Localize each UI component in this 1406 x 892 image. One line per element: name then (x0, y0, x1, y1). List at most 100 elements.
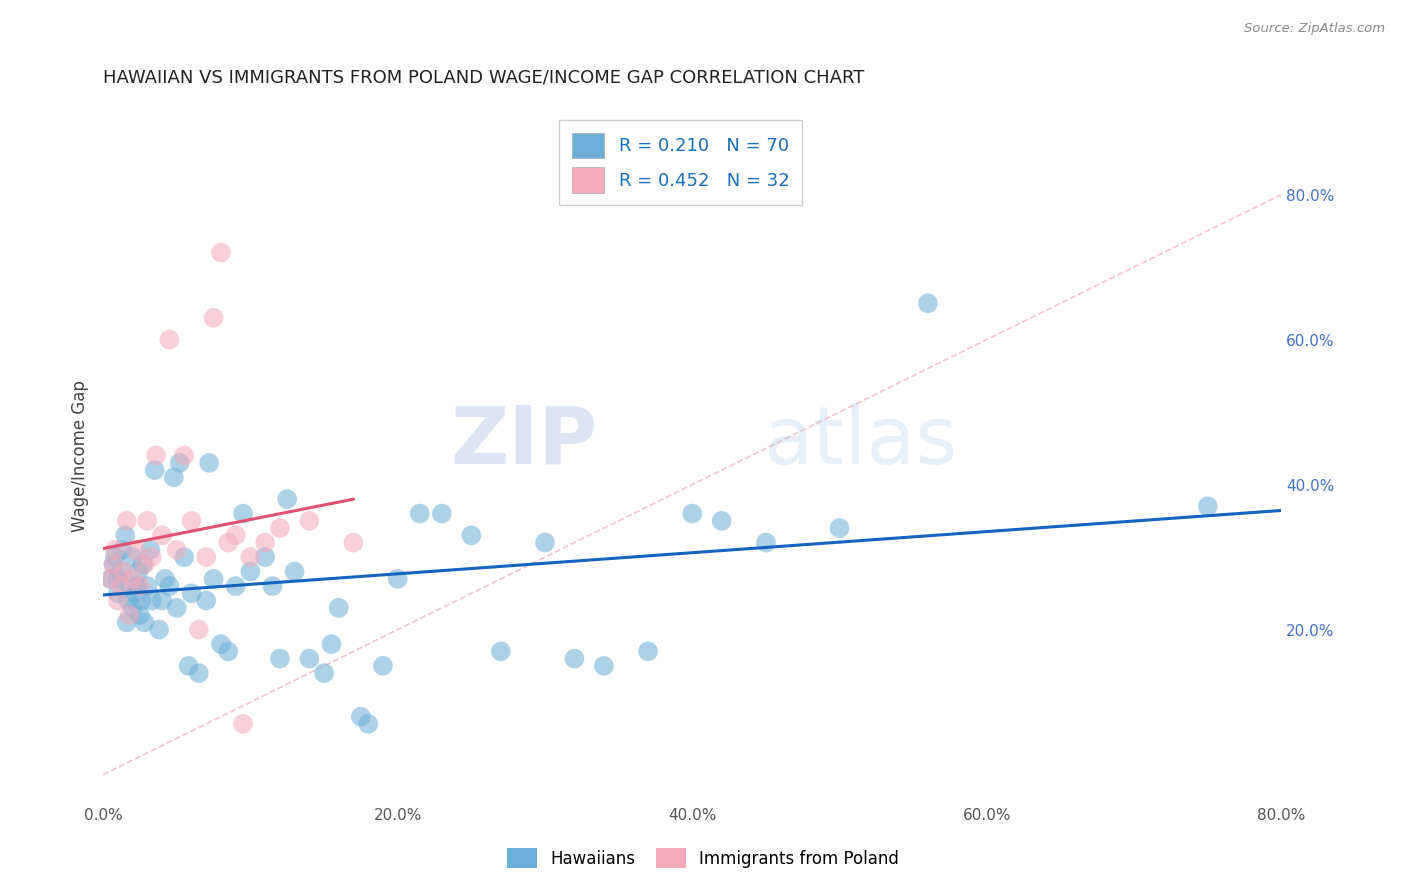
Point (350, 709, 373, 723)
Point (110, 565, 132, 579)
Point (217, 535, 239, 549)
Point (169, 456, 191, 470)
Point (312, 666, 335, 681)
Point (276, 492, 298, 507)
Point (269, 521, 291, 535)
Point (195, 593, 218, 607)
Text: HAWAIIAN VS IMMIGRANTS FROM POLAND WAGE/INCOME GAP CORRELATION CHART: HAWAIIAN VS IMMIGRANTS FROM POLAND WAGE/… (103, 69, 865, 87)
Point (489, 644, 512, 658)
Point (100, 572, 122, 586)
Point (143, 463, 166, 477)
Point (755, 535, 778, 549)
Point (125, 579, 148, 593)
Point (232, 716, 254, 731)
Point (460, 528, 482, 542)
Point (150, 528, 173, 542)
Point (124, 542, 146, 557)
Point (917, 296, 939, 310)
Point (1197, 500, 1219, 514)
Text: Source: ZipAtlas.com: Source: ZipAtlas.com (1244, 22, 1385, 36)
Point (117, 593, 139, 607)
Point (136, 514, 159, 528)
Point (209, 637, 232, 651)
Text: atlas: atlas (763, 402, 957, 481)
Point (118, 579, 141, 593)
Point (107, 586, 129, 600)
Point (409, 507, 432, 521)
Point (710, 514, 733, 528)
Point (371, 658, 394, 673)
Point (166, 600, 188, 615)
Point (342, 535, 364, 549)
Point (114, 528, 136, 542)
Point (239, 550, 262, 565)
Point (209, 245, 232, 260)
Point (269, 651, 291, 665)
Point (177, 658, 200, 673)
Point (104, 550, 127, 565)
Point (217, 644, 239, 658)
Point (148, 623, 170, 637)
Y-axis label: Wage/Income Gap: Wage/Income Gap (72, 380, 89, 532)
Point (121, 572, 143, 586)
Point (136, 579, 159, 593)
Point (134, 615, 156, 630)
Point (112, 565, 135, 579)
Point (387, 572, 409, 586)
Point (107, 593, 129, 607)
Point (187, 666, 209, 681)
Point (180, 514, 202, 528)
Point (593, 658, 616, 673)
Point (124, 586, 146, 600)
Point (225, 579, 247, 593)
Point (284, 565, 307, 579)
Point (103, 558, 125, 572)
Point (134, 558, 156, 572)
Point (145, 449, 167, 463)
Point (239, 565, 262, 579)
Point (232, 507, 254, 521)
Point (115, 514, 138, 528)
Point (129, 608, 152, 623)
Point (166, 542, 188, 557)
Point (254, 550, 277, 565)
Point (163, 470, 186, 484)
Point (681, 507, 703, 521)
Point (132, 558, 155, 572)
Point (195, 550, 218, 565)
Point (180, 586, 202, 600)
Point (534, 535, 557, 549)
Point (100, 572, 122, 586)
Point (127, 565, 149, 579)
Point (111, 542, 134, 557)
Point (110, 579, 132, 593)
Point (202, 310, 225, 325)
Point (103, 558, 125, 572)
Point (321, 637, 343, 651)
Point (262, 579, 284, 593)
Point (150, 593, 173, 607)
Point (153, 572, 176, 586)
Point (254, 535, 277, 549)
Legend: R = 0.210   N = 70, R = 0.452   N = 32: R = 0.210 N = 70, R = 0.452 N = 32 (560, 120, 801, 205)
Point (328, 600, 350, 615)
Point (187, 623, 209, 637)
Point (107, 572, 129, 586)
Point (564, 651, 586, 665)
Point (173, 449, 195, 463)
Point (141, 550, 163, 565)
Point (198, 456, 221, 470)
Point (121, 550, 143, 565)
Text: ZIP: ZIP (451, 402, 598, 481)
Point (202, 572, 225, 586)
Point (121, 600, 143, 615)
Point (828, 521, 851, 535)
Point (104, 542, 127, 557)
Point (298, 651, 321, 665)
Point (430, 507, 453, 521)
Point (129, 579, 152, 593)
Point (357, 716, 380, 731)
Point (225, 528, 247, 542)
Point (157, 579, 180, 593)
Point (157, 333, 180, 347)
